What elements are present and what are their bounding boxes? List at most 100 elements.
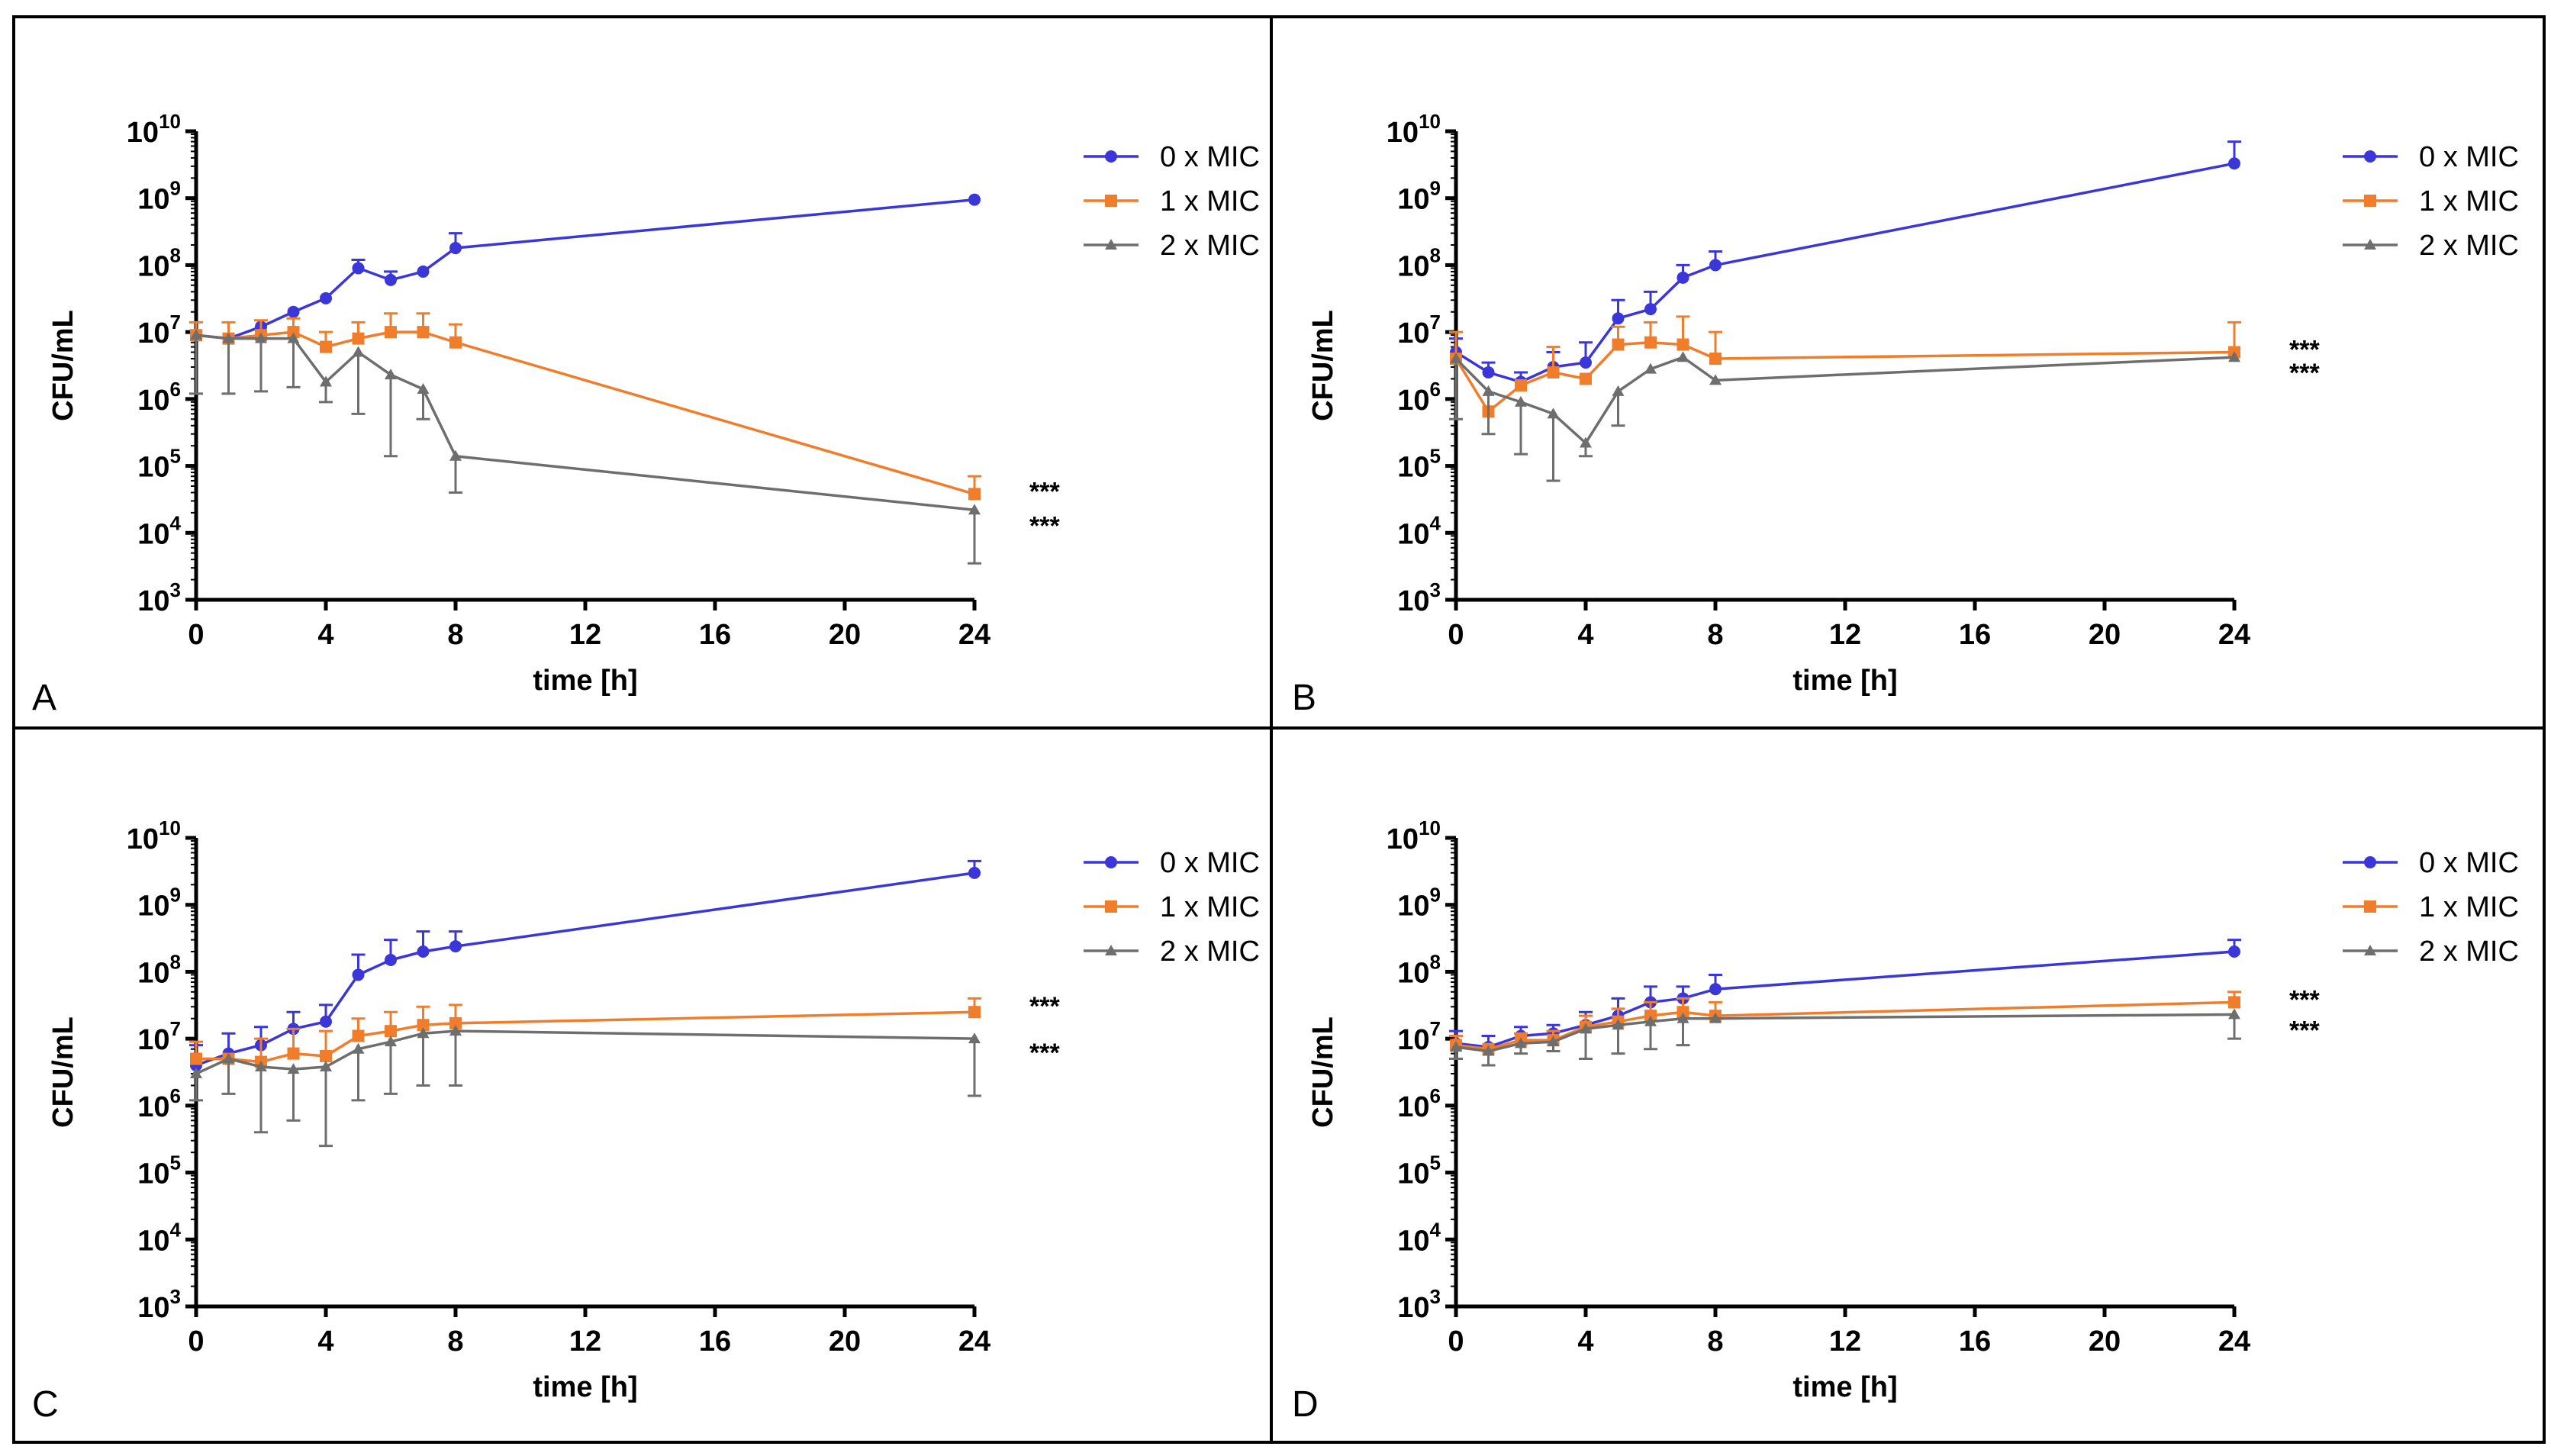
data-point <box>190 1068 202 1079</box>
y-tick-base: 10 <box>137 452 169 484</box>
y-tick-label: 1010 <box>127 110 181 149</box>
data-point <box>449 1016 462 1029</box>
y-tick-exponent: 6 <box>170 1084 181 1107</box>
series-mic0 <box>1449 140 2241 388</box>
series-mic1 <box>1449 315 2241 418</box>
y-tick-exponent: 10 <box>159 817 181 839</box>
data-point <box>222 332 235 343</box>
x-tick-label: 4 <box>317 619 333 651</box>
y-tick-exponent: 10 <box>1419 817 1441 839</box>
data-point <box>1709 983 1722 996</box>
panel-letter: A <box>32 678 56 718</box>
data-point <box>1515 395 1527 407</box>
data-point <box>352 346 365 357</box>
legend-marker <box>2364 239 2376 250</box>
panel-c: 0 4 8 12 16 20 241031041051061071081091010time… <box>32 817 1260 1425</box>
data-point <box>1612 1019 1625 1030</box>
y-tick-label: 109 <box>1397 884 1441 923</box>
y-tick-label: 1010 <box>1387 110 1441 149</box>
data-point <box>1677 271 1689 284</box>
data-point <box>1580 1023 1592 1034</box>
legend-label: 0 x MIC <box>1160 847 1260 879</box>
y-tick-label: 105 <box>1397 1152 1441 1190</box>
y-tick-base: 10 <box>137 250 169 282</box>
significance-marker: *** <box>2289 985 2320 1014</box>
data-point <box>1709 1012 1722 1023</box>
legend-label: 2 x MIC <box>2419 936 2519 968</box>
data-point <box>449 449 462 461</box>
data-point <box>320 292 332 304</box>
data-point <box>2228 351 2240 362</box>
data-point <box>417 945 430 958</box>
data-point <box>352 1042 365 1054</box>
data-point <box>190 329 202 340</box>
data-point <box>385 273 397 286</box>
data-point <box>1580 356 1592 369</box>
y-tick-base: 10 <box>1397 1158 1429 1190</box>
data-point <box>352 262 365 275</box>
legend-label: 0 x MIC <box>2419 141 2519 173</box>
data-point <box>968 193 981 206</box>
y-tick-base: 10 <box>1397 184 1429 216</box>
y-tick-exponent: 4 <box>170 1218 182 1241</box>
y-tick-label: 107 <box>1397 1017 1441 1056</box>
y-tick-exponent: 6 <box>1430 378 1441 401</box>
data-point <box>1450 353 1462 364</box>
series-mic1 <box>189 312 981 501</box>
significance-marker: *** <box>1029 1039 1060 1068</box>
y-tick-label: 106 <box>137 378 181 417</box>
x-tick-label: 16 <box>1959 619 1991 651</box>
y-tick-base: 10 <box>1397 1292 1429 1324</box>
legend-marker <box>1105 150 1117 163</box>
y-tick-exponent: 8 <box>1430 950 1441 973</box>
y-tick-label: 1010 <box>127 817 181 855</box>
data-point <box>1482 366 1495 378</box>
y-tick-label: 1010 <box>1387 817 1441 855</box>
y-tick-base: 10 <box>137 1225 169 1257</box>
data-point <box>287 332 300 343</box>
y-tick-base: 10 <box>137 317 169 350</box>
y-tick-exponent: 10 <box>159 110 181 133</box>
y-tick-label: 103 <box>137 578 181 617</box>
legend-label: 2 x MIC <box>2419 230 2519 262</box>
y-tick-base: 10 <box>137 1292 169 1324</box>
data-point <box>1677 1012 1689 1023</box>
legend: 0 x MIC 1 x MIC 2 x MIC <box>2343 847 2519 968</box>
data-point <box>352 332 365 345</box>
y-tick-label: 106 <box>1397 1084 1441 1123</box>
y-tick-base: 10 <box>137 585 169 617</box>
x-tick-label: 20 <box>829 1326 861 1358</box>
y-tick-base: 10 <box>1397 385 1429 417</box>
data-point <box>1709 353 1722 366</box>
panel-letter: D <box>1292 1384 1319 1425</box>
x-tick-label: 16 <box>699 619 731 651</box>
data-point <box>1450 1041 1462 1052</box>
y-tick-base: 10 <box>1397 250 1429 282</box>
y-tick-base: 10 <box>127 117 159 149</box>
data-point <box>320 340 332 353</box>
legend: 0 x MIC 1 x MIC 2 x MIC <box>1084 141 1260 262</box>
y-tick-base: 10 <box>137 891 169 923</box>
legend-label: 0 x MIC <box>2419 847 2519 879</box>
series-mic0 <box>189 859 981 1072</box>
y-tick-exponent: 3 <box>1430 1285 1441 1308</box>
x-axis-title: time [h] <box>1792 665 1897 697</box>
x-tick-label: 4 <box>1577 619 1593 651</box>
y-tick-label: 103 <box>137 1285 181 1324</box>
data-point <box>968 1006 981 1019</box>
data-point <box>449 1025 462 1036</box>
y-tick-exponent: 10 <box>1419 110 1441 133</box>
data-point <box>1612 385 1625 396</box>
x-tick-label: 20 <box>2089 1326 2121 1358</box>
legend-label: 1 x MIC <box>2419 891 2519 923</box>
data-point <box>385 369 397 380</box>
y-tick-label: 106 <box>137 1084 181 1123</box>
significance-marker: *** <box>1029 992 1060 1021</box>
x-tick-label: 4 <box>317 1326 333 1358</box>
x-tick-label: 24 <box>2218 619 2250 651</box>
data-point <box>1547 366 1560 378</box>
y-tick-base: 10 <box>137 518 169 550</box>
data-point <box>1515 1037 1527 1049</box>
y-tick-base: 10 <box>137 1024 169 1056</box>
x-tick-label: 16 <box>1959 1326 1991 1358</box>
